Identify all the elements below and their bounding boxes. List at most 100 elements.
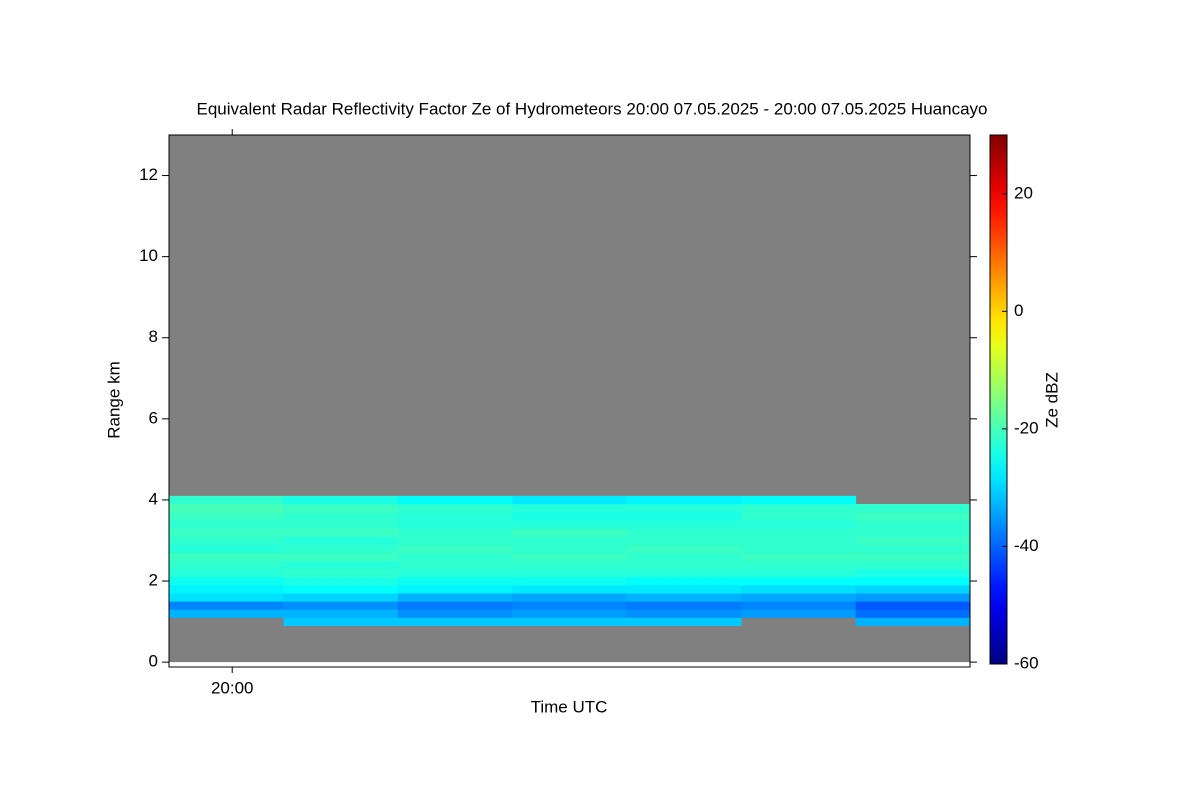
heatmap-cell [169, 495, 284, 505]
heatmap-cell [283, 503, 399, 513]
heatmap-cell [169, 601, 284, 610]
heatmap-cell [169, 544, 284, 553]
heatmap-cell [169, 568, 284, 578]
heatmap-cell [741, 528, 857, 537]
heatmap-cell [283, 593, 399, 602]
heatmap-cell [169, 585, 284, 594]
heatmap-cell [741, 609, 857, 618]
heatmap-cell [626, 536, 742, 545]
heatmap-cell [626, 593, 742, 602]
heatmap-cell [626, 544, 742, 553]
heatmap-cell [283, 609, 399, 618]
heatmap-cell [512, 503, 628, 513]
heatmap-cell [169, 552, 284, 562]
heatmap-cell [741, 503, 857, 513]
x-tick-label: 20:00 [211, 678, 254, 697]
colorbar-label: Ze dBZ [1042, 372, 1061, 428]
heatmap-cell [741, 585, 857, 594]
heatmap-cell [512, 528, 628, 537]
heatmap-cell [283, 617, 399, 626]
heatmap-cell [855, 528, 971, 537]
heatmap-cell [397, 593, 513, 602]
heatmap-cell [283, 528, 399, 537]
heatmap-cell [397, 560, 513, 570]
heatmap-cell [855, 593, 971, 602]
heatmap-cell [512, 552, 628, 562]
heatmap-cell [741, 601, 857, 610]
colorbar-tick-label: 20 [1014, 183, 1033, 202]
heatmap-cell [169, 528, 284, 537]
y-axis-label: Range km [104, 361, 123, 438]
heatmap-cell [741, 560, 857, 570]
heatmap-cell [169, 560, 284, 570]
heatmap-cell [741, 495, 857, 505]
heatmap-cell [855, 609, 971, 618]
heatmap-cell [397, 568, 513, 578]
heatmap-cell [512, 536, 628, 545]
heatmap-cell [855, 568, 971, 578]
heatmap-cell [283, 536, 399, 545]
heatmap-cell [855, 617, 971, 626]
heatmap-cell [283, 568, 399, 578]
heatmap-cell [855, 601, 971, 610]
heatmap-cell [855, 544, 971, 553]
heatmap-cell [626, 576, 742, 586]
heatmap-cell [397, 552, 513, 562]
heatmap-cell [169, 512, 284, 521]
heatmap-cell [512, 544, 628, 553]
heatmap-cell [397, 601, 513, 610]
heatmap-cell [512, 576, 628, 586]
heatmap-cell [626, 503, 742, 513]
heatmap-cell [741, 512, 857, 521]
y-tick-label: 6 [149, 408, 158, 427]
heatmap-cell [626, 585, 742, 594]
heatmap-cell [397, 520, 513, 529]
heatmap-cell [397, 536, 513, 545]
heatmap-cell [626, 560, 742, 570]
heatmap-cell [855, 512, 971, 521]
y-tick-label: 8 [149, 327, 158, 346]
heatmap-cell [169, 503, 284, 513]
heatmap-cell [512, 617, 628, 626]
heatmap-cell [397, 576, 513, 586]
heatmap-cell [626, 609, 742, 618]
heatmap-cell [512, 568, 628, 578]
heatmap-cell [512, 593, 628, 602]
heatmap-cell [397, 528, 513, 537]
heatmap-cell [626, 568, 742, 578]
heatmap-cell [626, 512, 742, 521]
heatmap-cell [283, 544, 399, 553]
heatmap-cell [626, 601, 742, 610]
heatmap-cell [741, 593, 857, 602]
y-tick-label: 2 [149, 571, 158, 590]
heatmap-cell [169, 593, 284, 602]
heatmap-cell [741, 576, 857, 586]
heatmap-cell [512, 609, 628, 618]
heatmap-cell [283, 576, 399, 586]
heatmap-cell [626, 617, 742, 626]
colorbar [989, 134, 1008, 665]
heatmap-cell [855, 585, 971, 594]
heatmap-cell [626, 520, 742, 529]
colorbar-tick-label: -60 [1014, 653, 1039, 672]
colorbar-tick-label: -40 [1014, 536, 1039, 555]
y-tick-label: 10 [139, 246, 158, 265]
heatmap-cell [283, 585, 399, 594]
heatmap-cell [626, 528, 742, 537]
heatmap-cell [283, 560, 399, 570]
heatmap-cell [741, 552, 857, 562]
heatmap-cell [283, 601, 399, 610]
heatmap-cell [741, 536, 857, 545]
heatmap-cell [512, 512, 628, 521]
heatmap-cell [855, 503, 971, 513]
colorbar-tick-label: -20 [1014, 418, 1039, 437]
heatmap-cell [283, 495, 399, 505]
plot-frame [168, 134, 971, 668]
heatmap-cell [512, 495, 628, 505]
y-tick-label: 12 [139, 165, 158, 184]
x-axis-label: Time UTC [531, 697, 608, 716]
y-tick-label: 4 [149, 489, 158, 508]
heatmap-cell [169, 609, 284, 618]
heatmap-cell [397, 585, 513, 594]
